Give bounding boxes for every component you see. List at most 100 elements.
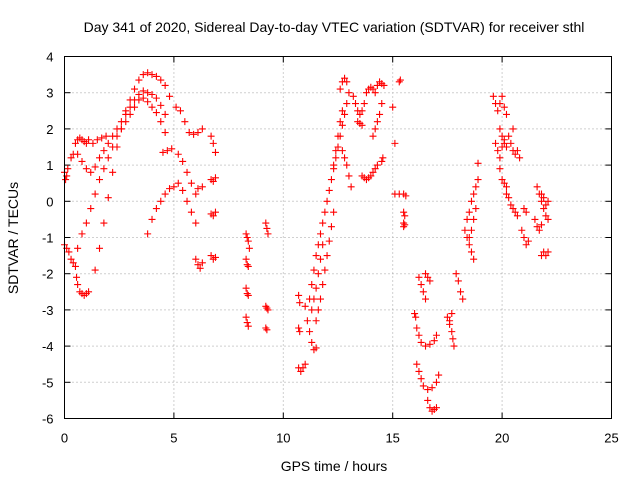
data-point — [371, 165, 379, 173]
data-point — [85, 136, 93, 144]
data-point — [148, 91, 156, 99]
data-point — [470, 215, 478, 223]
data-point — [502, 110, 510, 118]
data-point — [415, 331, 423, 339]
data-point — [314, 306, 322, 314]
x-tick-label: 15 — [385, 431, 399, 446]
series-seg-j — [174, 150, 200, 198]
data-point — [330, 161, 338, 169]
data-point — [494, 147, 502, 155]
data-point — [492, 139, 500, 147]
data-point — [91, 190, 99, 198]
data-point — [457, 288, 465, 296]
data-point — [166, 92, 174, 100]
series-seg-av — [411, 310, 420, 321]
data-point — [327, 176, 335, 184]
data-point — [73, 273, 81, 281]
data-point — [459, 295, 467, 303]
data-point — [211, 174, 219, 182]
data-point — [319, 241, 327, 249]
data-point — [522, 208, 530, 216]
data-point — [330, 208, 338, 216]
data-point — [426, 340, 434, 348]
series-seg-o — [207, 174, 219, 185]
x-tick-label: 5 — [170, 431, 177, 446]
data-point — [152, 205, 160, 213]
data-point — [509, 205, 517, 213]
data-point — [522, 241, 530, 249]
data-point — [505, 194, 513, 202]
data-point — [424, 396, 432, 404]
x-axis-label: GPS time / hours — [281, 458, 388, 474]
data-point — [113, 143, 121, 151]
data-point — [306, 328, 314, 336]
chart-title: Day 341 of 2020, Sidereal Day-to-day VTE… — [84, 19, 585, 35]
data-point — [82, 219, 90, 227]
data-point — [62, 176, 70, 184]
series-seg-d — [74, 87, 169, 176]
x-tick-label: 25 — [604, 431, 618, 446]
data-point — [131, 103, 139, 111]
data-point — [334, 143, 342, 151]
data-point — [452, 270, 460, 278]
data-point — [192, 255, 200, 263]
data-point — [369, 85, 377, 93]
data-point — [104, 194, 112, 202]
data-point — [332, 147, 340, 155]
data-point — [148, 71, 156, 79]
data-point — [170, 183, 178, 191]
series-seg-aw — [415, 273, 430, 303]
y-tick-label: -1 — [42, 231, 54, 246]
series-seg-t — [242, 284, 252, 299]
data-point — [96, 154, 104, 162]
series-seg-bv — [537, 190, 552, 209]
data-point — [139, 87, 147, 95]
data-point — [419, 288, 427, 296]
data-point — [122, 107, 130, 115]
series-seg-ar — [391, 190, 410, 200]
data-point — [343, 100, 351, 108]
data-point — [207, 132, 215, 140]
data-point — [496, 125, 504, 133]
data-point — [100, 147, 108, 155]
series-seg-an — [378, 154, 387, 165]
data-point — [297, 367, 305, 375]
data-point — [520, 234, 528, 241]
series-seg-u — [242, 313, 252, 330]
y-tick-label: 0 — [46, 194, 53, 209]
data-point — [367, 172, 375, 180]
y-tick-labels: -6 -5 -4 -3 -2 -1 0 1 2 3 4 — [42, 50, 54, 427]
series-seg-bn — [505, 132, 521, 158]
data-point — [109, 168, 117, 176]
data-point — [502, 143, 510, 151]
x-tick-label: 0 — [61, 431, 68, 446]
series-seg-r — [242, 230, 253, 252]
data-point — [417, 338, 425, 346]
data-point — [157, 101, 165, 109]
data-point — [192, 190, 200, 198]
series-seg-bq — [507, 201, 521, 220]
data-point — [325, 237, 333, 245]
series-seg-i — [172, 103, 206, 138]
data-point — [242, 313, 250, 321]
data-point — [262, 219, 270, 227]
data-point — [187, 208, 195, 216]
series-seg-v — [262, 219, 272, 238]
series-seg-ab — [301, 302, 320, 354]
data-point — [100, 165, 108, 173]
data-point — [87, 205, 95, 213]
data-point — [263, 326, 271, 334]
data-point — [242, 230, 250, 238]
series-seg-m — [192, 255, 206, 272]
data-point — [518, 226, 526, 234]
series-seg-n — [207, 132, 219, 156]
data-point — [185, 129, 193, 137]
series-seg-bw — [537, 248, 552, 260]
data-point — [467, 248, 475, 256]
data-point — [358, 121, 366, 129]
data-point — [369, 132, 377, 140]
data-point — [349, 92, 357, 100]
series-seg-ag — [336, 74, 351, 93]
data-point — [198, 125, 206, 133]
data-point — [157, 118, 165, 126]
